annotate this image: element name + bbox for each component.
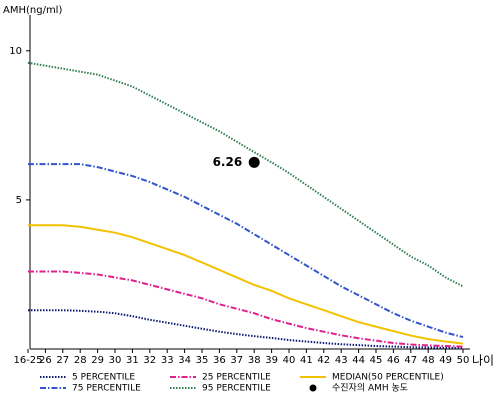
series-line	[28, 224, 464, 345]
legend-swatch	[309, 384, 317, 392]
x-tick-label: 36	[213, 355, 226, 366]
x-tick-label: 28	[74, 355, 87, 366]
x-tick-label: 16-25	[13, 355, 42, 366]
x-tick-label: 26	[39, 355, 52, 366]
x-tick-label: 45	[370, 355, 383, 366]
patient-value-label: 6.26	[213, 155, 243, 169]
legend-label: MEDIAN(50 PERCENTILE)	[332, 373, 444, 383]
x-tick-label: 29	[91, 355, 104, 366]
x-tick-label: 40	[283, 355, 296, 366]
x-tick-label: 34	[178, 355, 191, 366]
series-line	[28, 309, 464, 350]
x-tick-label: 47	[404, 355, 417, 366]
x-tick-label: 46	[387, 355, 400, 366]
x-tick-label: 27	[56, 355, 69, 366]
series-line	[27, 61, 464, 288]
x-axis-label: 나이	[472, 354, 494, 368]
x-tick-label: 49	[439, 355, 452, 366]
x-tick-label: 33	[161, 355, 174, 366]
x-tick-label: 31	[126, 355, 139, 366]
series-line	[28, 270, 464, 348]
series-line	[28, 163, 464, 339]
x-tick-label: 42	[317, 355, 330, 366]
x-tick-label: 43	[335, 355, 348, 366]
x-tick-label: 48	[422, 355, 435, 366]
legend-label: 5 PERCENTILE	[72, 373, 135, 383]
legend-label: 75 PERCENTILE	[72, 384, 141, 394]
x-tick-label: 32	[143, 355, 156, 366]
patient-point	[248, 156, 260, 168]
legend-label: 수진자의 AMH 농도	[332, 383, 408, 394]
x-tick-label: 39	[265, 355, 278, 366]
x-tick-label: 37	[230, 355, 243, 366]
x-tick-label: 35	[196, 355, 209, 366]
y-tick-label: 5	[16, 195, 22, 206]
x-tick-label: 44	[352, 355, 365, 366]
y-axis-label: AMH(ng/ml)	[3, 5, 62, 16]
x-tick-label: 38	[248, 355, 261, 366]
legend-label: 25 PERCENTILE	[202, 373, 271, 383]
x-tick-label: 50	[457, 355, 470, 366]
legend-label: 95 PERCENTILE	[202, 384, 271, 394]
y-tick-label: 10	[9, 46, 22, 57]
x-tick-label: 41	[300, 355, 313, 366]
x-tick-label: 30	[109, 355, 122, 366]
